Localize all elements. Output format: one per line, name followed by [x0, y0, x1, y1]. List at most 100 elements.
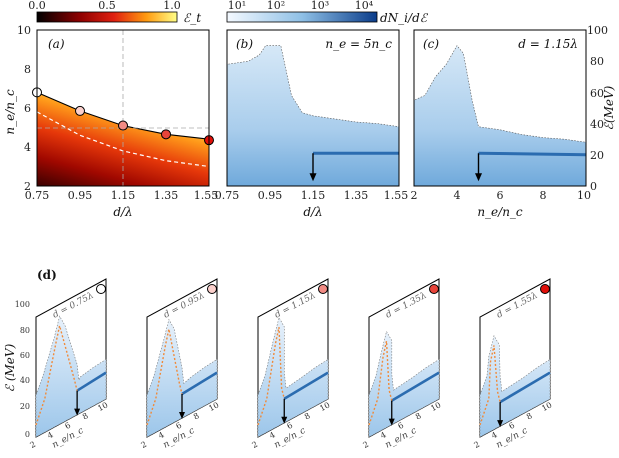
panel-d-xtick-1-0: 2: [139, 440, 148, 450]
panel-d-ytick-5: 100: [15, 300, 30, 309]
panel-d-marker-4: [540, 284, 550, 294]
panel-d-xtick-2-2: 6: [285, 421, 294, 431]
panel-a-ytick-2: 6: [24, 102, 31, 115]
panel-b-xtick-1: 0.95: [258, 189, 283, 202]
colorbar-et-label: ℰ_t: [183, 11, 201, 25]
panel-d-trace-0: [35, 325, 78, 426]
panel-d-ytick-2: 40: [20, 376, 30, 385]
panel-c-xtick-1: 4: [454, 189, 461, 202]
panel-b-arrow: [309, 153, 317, 182]
panel-d-xtick-4-1: 4: [490, 430, 499, 440]
panel-c-ylabel: ℰ(MeV): [602, 85, 616, 130]
panel-d-xtick-3-4: 10: [429, 400, 442, 413]
panel-d-ytick-3: 60: [20, 351, 30, 360]
panel-a-xtick-4: 1.55: [194, 189, 219, 202]
panel-d-marker-3: [429, 284, 439, 294]
panel-d-ylabel: ℰ (MeV): [3, 343, 17, 392]
colorbar-et: 0.0 0.5 1.0 ℰ_t: [28, 0, 201, 25]
panel-c-xtick-0: 2: [411, 189, 418, 202]
panel-a: (a) 0.75 0.95 1.15 1.35 1.55 2 4 6 8 10 …: [3, 24, 218, 219]
panel-d-peak-0: [76, 371, 107, 392]
colorbar-dn-tick-2: 10³: [311, 0, 329, 12]
panel-a-ylabel: n_e/n_c: [3, 89, 17, 135]
panel-d-tag: (d): [37, 268, 57, 282]
panel-c-spectrum: [413, 45, 587, 187]
panel-a-marker-3: [161, 129, 171, 140]
panel-c-xtick-4: 10: [577, 189, 591, 202]
panel-a-ytick-4: 10: [17, 24, 31, 37]
panel-b-spectrum: [226, 45, 400, 187]
panel-d-peak-3: [391, 371, 440, 402]
panel-d-xtick-3-0: 2: [361, 440, 370, 450]
panel-d-xtick-0-4: 10: [96, 400, 109, 413]
colorbar-dn-tick-0: 10¹: [228, 0, 246, 12]
panel-d-xtick-2-3: 8: [303, 411, 312, 421]
panel-c-xlabel: n_e/n_c: [477, 205, 523, 219]
panel-d-xtick-2-4: 10: [318, 400, 331, 413]
panel-d-xtick-3-3: 8: [414, 411, 423, 421]
panel-d-xtick-1-4: 10: [207, 400, 220, 413]
panel-d-peak-1: [181, 371, 218, 396]
panel-b-xtick-0: 0.75: [215, 189, 240, 202]
panel-c-xtick-2: 6: [497, 189, 504, 202]
panel-d-xtick-4-3: 8: [525, 411, 534, 421]
panel-a-marker-1: [75, 105, 85, 116]
panel-a-xtick-1: 0.95: [68, 189, 93, 202]
colorbar-dn-tick-1: 10²: [267, 0, 285, 12]
panel-b-xtick-3: 1.35: [344, 189, 369, 202]
panel-c-ytick-3: 60: [590, 87, 604, 100]
colorbar-dn-tick-3: 10⁴: [355, 0, 374, 12]
panel-a-xtick-2: 1.15: [111, 189, 136, 202]
panel-d-arrow-head-2: [281, 416, 288, 424]
panel-a-tag: (a): [48, 37, 65, 51]
panel-a-xlabel: d/λ: [113, 205, 132, 219]
panel-d-marker-2: [318, 284, 328, 294]
panel-c-note: d = 1.15λ: [518, 37, 578, 51]
panel-a-xtick-3: 1.35: [154, 189, 179, 202]
panel-d-xtick-1-1: 4: [157, 430, 166, 440]
panel-b-arrow-head: [309, 173, 317, 182]
panel-d-xtick-0-1: 4: [46, 430, 55, 440]
panel-d: (d) ℰ (MeV) 0 20 40 60 80 100 d = 0.75λ2…: [3, 268, 553, 451]
panel-b-xtick-2: 1.15: [301, 189, 326, 202]
panel-c-arrow: [475, 153, 482, 182]
panel-a-ytick-1: 4: [24, 141, 31, 154]
panel-b-xtick-4: 1.55: [384, 189, 409, 202]
colorbar-et-tick-1: 0.5: [98, 0, 116, 12]
panel-a-markers: [32, 87, 214, 146]
panel-d-trace-3: [368, 340, 393, 426]
panel-a-ytick-3: 8: [24, 63, 31, 76]
panel-a-marker-2: [118, 120, 128, 131]
panel-d-xtick-0-3: 8: [81, 411, 90, 421]
panel-d-xtick-3-2: 6: [396, 421, 405, 431]
panel-c-ytick-2: 40: [590, 118, 604, 131]
panel-d-xtick-4-2: 6: [507, 421, 516, 431]
panel-b: (b) n_e = 5n_c 0.75 0.95 1.15 1.35 1.55 …: [215, 29, 409, 219]
panel-d-arrow-head-3: [388, 418, 395, 426]
colorbar-et-tick-0: 0.0: [28, 0, 46, 12]
panel-d-xtick-4-0: 2: [472, 440, 481, 450]
panel-c-ytick-5: 100: [587, 24, 608, 37]
colorbar-et-tick-2: 1.0: [163, 0, 181, 12]
panel-a-ytick-0: 2: [24, 180, 31, 193]
panel-d-xtick-2-1: 4: [268, 430, 277, 440]
panel-d-spectrum-4: [479, 335, 551, 438]
panel-d-peak-4: [499, 371, 551, 404]
panel-b-note: n_e = 5n_c: [325, 37, 392, 51]
panel-c-xtick-3: 8: [540, 189, 547, 202]
panel-d-xtick-0-0: 2: [28, 440, 37, 450]
panel-c: (c) d = 1.15λ 2 4 6 8 10 n_e/n_c 0 20 40…: [411, 24, 617, 219]
panel-d-arrow-head-4: [497, 420, 504, 428]
panel-c-tag: (c): [423, 37, 439, 51]
panel-d-arrow-head-1: [179, 412, 185, 419]
panel-d-peak-2: [283, 371, 329, 400]
panel-d-ytick-4: 80: [20, 326, 30, 335]
panel-d-ytick-0: 0: [25, 430, 30, 439]
panel-d-xtick-3-1: 4: [379, 430, 388, 440]
